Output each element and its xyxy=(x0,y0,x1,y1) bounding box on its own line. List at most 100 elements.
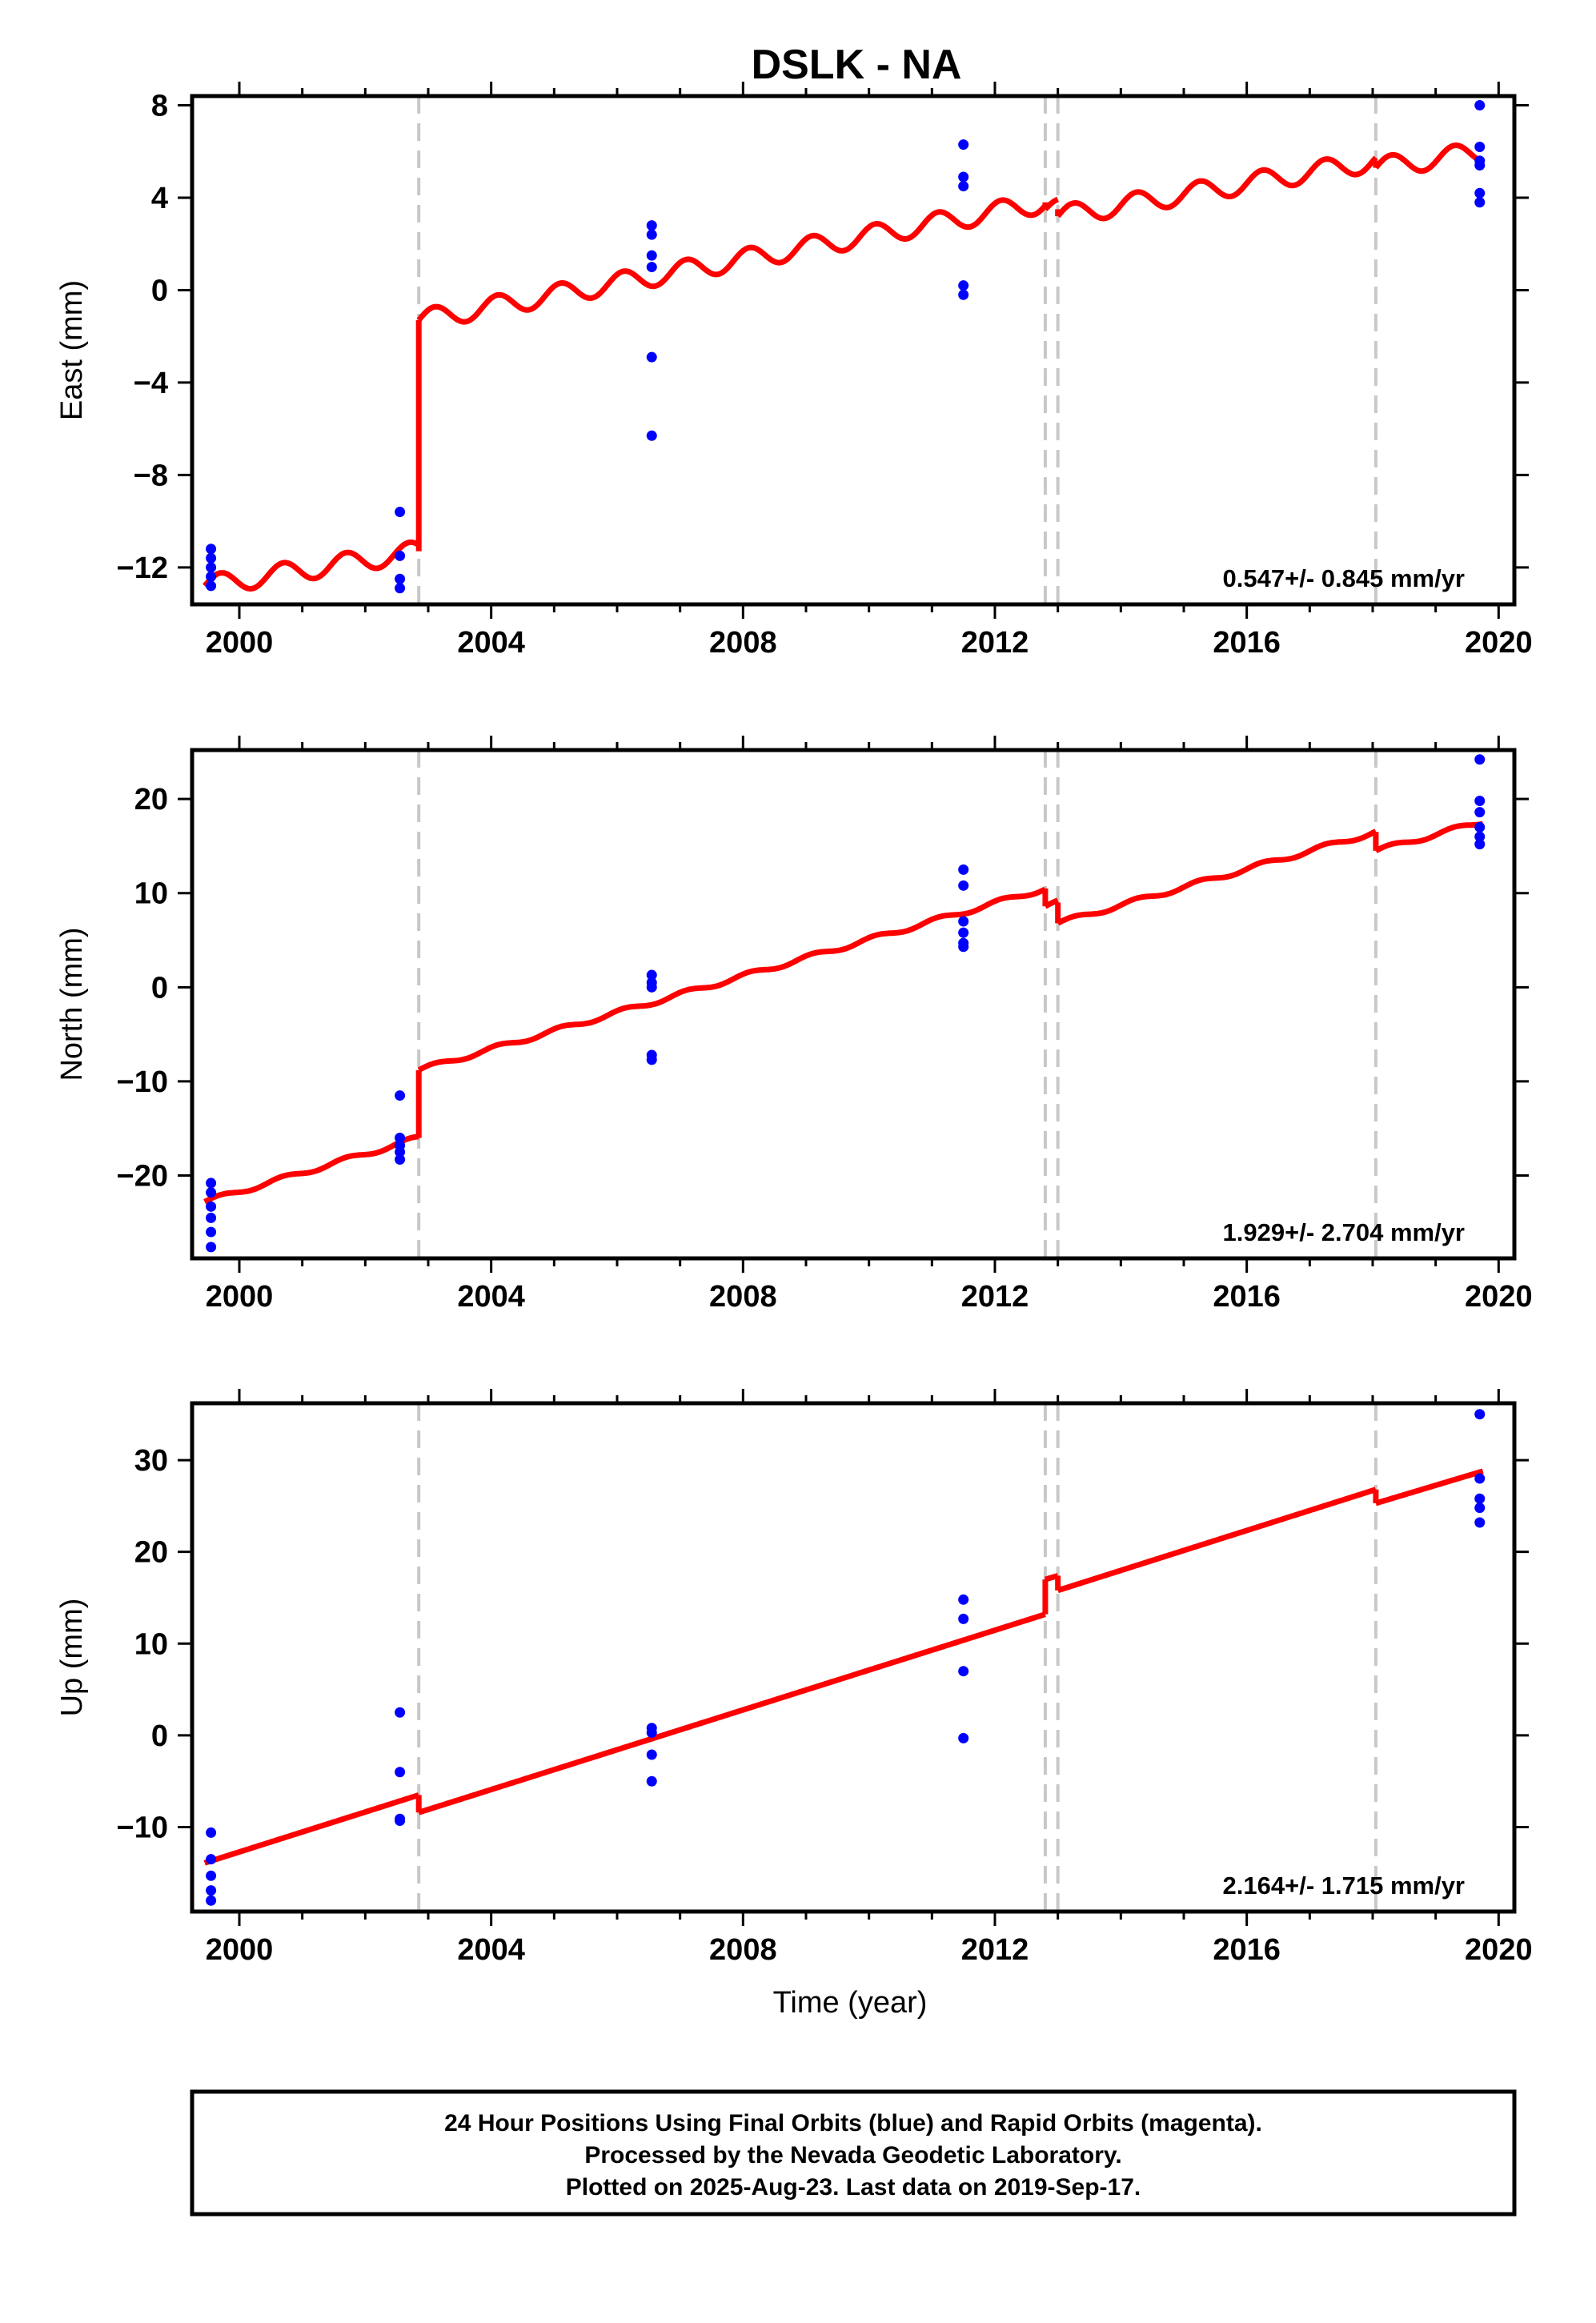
data-point xyxy=(646,969,657,981)
plot-area xyxy=(192,96,1514,604)
data-point xyxy=(395,1154,406,1166)
x-tick-label: 2000 xyxy=(206,1280,274,1314)
data-point xyxy=(206,1187,217,1198)
data-point xyxy=(958,916,969,927)
data-point xyxy=(958,1732,969,1743)
model-line-segment xyxy=(1374,820,1485,853)
y-tick-label: 8 xyxy=(151,90,168,123)
plot-frame xyxy=(190,94,1517,607)
data-point xyxy=(1474,1517,1486,1528)
data-point xyxy=(958,289,969,300)
data-point xyxy=(1474,1503,1486,1514)
model-line-segment xyxy=(1055,155,1378,222)
x-tick-label: 2012 xyxy=(961,626,1029,660)
y-tick-label: 4 xyxy=(151,182,168,215)
data-point xyxy=(1474,754,1486,765)
data-point xyxy=(1474,1409,1486,1420)
x-tick-label: 2012 xyxy=(961,1280,1029,1314)
y-tick-label: 0 xyxy=(151,1719,168,1753)
y-tick-label: −12 xyxy=(117,552,168,585)
model-line-segment xyxy=(1056,828,1377,926)
model-line-segment xyxy=(1373,142,1485,175)
data-point xyxy=(206,544,217,555)
data-point xyxy=(1474,100,1486,111)
chart-title: DSLK - NA xyxy=(752,42,962,88)
data-point xyxy=(206,1870,217,1881)
model-line-segment xyxy=(1057,1486,1377,1594)
y-axis-label: East (mm) xyxy=(55,280,89,420)
data-point xyxy=(1474,197,1486,208)
data-point xyxy=(958,139,969,150)
data-point xyxy=(958,171,969,183)
caption-box: 24 Hour Positions Using Final Orbits (bl… xyxy=(190,2089,1517,2217)
plot-frame xyxy=(190,748,1517,1261)
x-tick-label: 2008 xyxy=(709,1280,777,1314)
data-point xyxy=(395,1090,406,1101)
data-point xyxy=(206,1212,217,1223)
data-point xyxy=(1474,796,1486,806)
x-tick-label: 2016 xyxy=(1213,1280,1281,1314)
model-line-segment xyxy=(203,539,421,592)
data-point xyxy=(958,941,969,953)
data-point xyxy=(1474,839,1486,850)
caption-line-1: 24 Hour Positions Using Final Orbits (bl… xyxy=(444,2110,1262,2136)
model-line-segment xyxy=(203,1792,420,1866)
x-tick-label: 2012 xyxy=(961,1933,1029,1967)
data-point xyxy=(646,1727,657,1738)
data-point xyxy=(646,229,657,240)
x-tick-label: 2000 xyxy=(206,626,274,660)
y-tick-label: 20 xyxy=(134,783,168,816)
data-point xyxy=(1474,821,1486,833)
x-tick-label: 2016 xyxy=(1213,1933,1281,1967)
plot-area xyxy=(192,750,1514,1258)
data-point xyxy=(958,880,969,891)
y-tick-label: −4 xyxy=(134,367,168,400)
x-tick-label: 2016 xyxy=(1213,626,1281,660)
panel-up: 2000 2004 2008 2012 2016 2020 −10 0 10 20 30 Up (mm… xyxy=(55,1389,1533,1967)
x-tick-label: 2020 xyxy=(1465,626,1533,660)
data-point xyxy=(958,864,969,875)
data-point xyxy=(206,1885,217,1896)
y-tick-label: 10 xyxy=(134,1627,168,1661)
model-line-segment xyxy=(1374,1468,1485,1507)
data-point xyxy=(646,1775,657,1787)
y-tick-label: 0 xyxy=(151,971,168,1005)
data-point xyxy=(646,220,657,231)
data-point xyxy=(1474,142,1486,152)
data-point xyxy=(646,1749,657,1760)
data-point xyxy=(958,927,969,938)
model-line-segment xyxy=(417,1611,1047,1815)
data-point xyxy=(1474,1493,1486,1504)
data-point xyxy=(395,1132,406,1143)
data-point xyxy=(395,1146,406,1157)
y-tick-label: 20 xyxy=(134,1536,168,1570)
x-tick-label: 2004 xyxy=(457,626,525,660)
data-point xyxy=(958,181,969,192)
x-tick-label: 2000 xyxy=(206,1933,274,1967)
model-line-segment xyxy=(417,886,1047,1073)
data-point xyxy=(958,1594,969,1605)
model-line-segment xyxy=(203,1133,420,1205)
data-point xyxy=(646,262,657,273)
data-point xyxy=(395,583,406,594)
y-tick-label: 0 xyxy=(151,274,168,307)
data-point xyxy=(646,981,657,993)
data-point xyxy=(1474,187,1486,199)
data-point xyxy=(646,430,657,441)
y-axis-label: North (mm) xyxy=(55,927,89,1081)
caption-line-2: Processed by the Nevada Geodetic Laborat… xyxy=(584,2142,1121,2169)
data-point xyxy=(206,1178,217,1189)
y-axis-label: Up (mm) xyxy=(55,1599,89,1717)
data-point xyxy=(395,1767,406,1778)
plot-area xyxy=(192,1403,1514,1912)
y-tick-label: 10 xyxy=(134,877,168,911)
rate-label: 2.164+/- 1.715 mm/yr xyxy=(1223,1872,1465,1900)
data-point xyxy=(646,351,657,363)
y-tick-label: −20 xyxy=(117,1160,168,1194)
data-point xyxy=(1474,807,1486,818)
data-point xyxy=(646,1054,657,1065)
data-point xyxy=(206,571,217,582)
data-point xyxy=(395,573,406,584)
x-tick-label: 2004 xyxy=(457,1280,525,1314)
